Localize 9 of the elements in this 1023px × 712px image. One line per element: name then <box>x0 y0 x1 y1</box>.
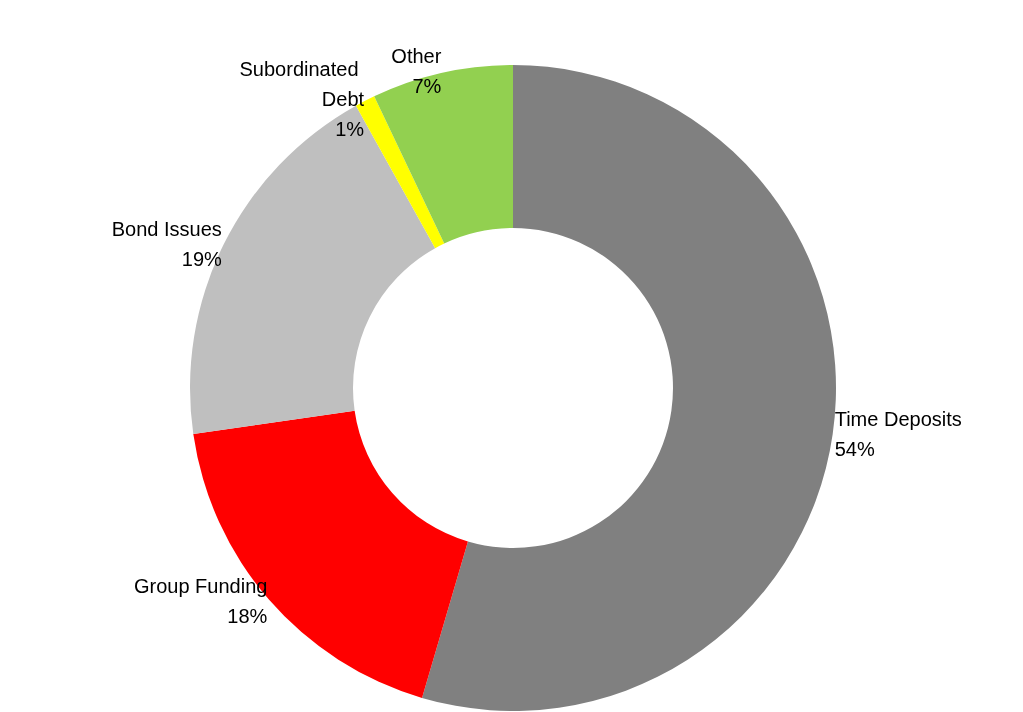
slice-label: Bond Issues <box>111 217 222 240</box>
data-label: 54% <box>834 438 875 461</box>
data-label: 19% <box>181 247 223 270</box>
data-label: 1% <box>335 118 365 141</box>
slice-label: Time Deposits <box>834 408 962 431</box>
slice-label: Subordinated Debt <box>239 58 365 111</box>
data-label: 18% <box>227 604 268 627</box>
slice-label: Other <box>391 44 442 67</box>
data-label: 7% <box>412 74 442 97</box>
